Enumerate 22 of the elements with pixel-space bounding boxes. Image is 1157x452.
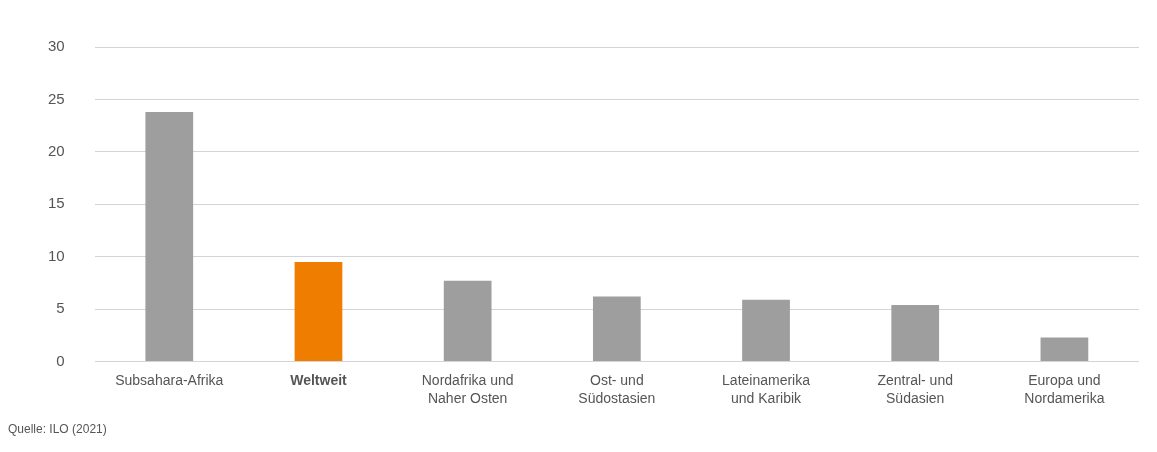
y-tick-label: 30	[48, 37, 65, 55]
x-tick-label: Lateinamerika und Karibik	[722, 371, 811, 406]
y-tick-label: 0	[56, 351, 65, 369]
y-tick-label: 10	[48, 246, 65, 264]
x-tick-label: Europa und Nordamerika	[1024, 371, 1105, 406]
bar	[145, 112, 194, 362]
bar	[891, 304, 940, 362]
x-tick-label: Ost- und Südostasien	[578, 371, 656, 406]
x-tick-label: Zentral- und Südasien	[877, 371, 953, 406]
y-tick-label: 20	[48, 142, 65, 160]
bar	[1040, 337, 1089, 362]
x-tick-label: Nordafrika und Naher Osten	[421, 371, 514, 406]
bar	[592, 296, 641, 362]
bar	[742, 299, 790, 362]
y-tick-label: 25	[48, 89, 65, 107]
x-tick-label: Subsahara-Afrika	[115, 371, 224, 388]
source-note: Quelle: ILO (2021)	[8, 422, 108, 436]
y-tick-label: 15	[48, 194, 65, 212]
bar	[443, 280, 492, 362]
x-tick-label: Weltweit	[290, 371, 348, 388]
y-tick-label: 5	[56, 299, 65, 317]
bar	[294, 261, 343, 362]
